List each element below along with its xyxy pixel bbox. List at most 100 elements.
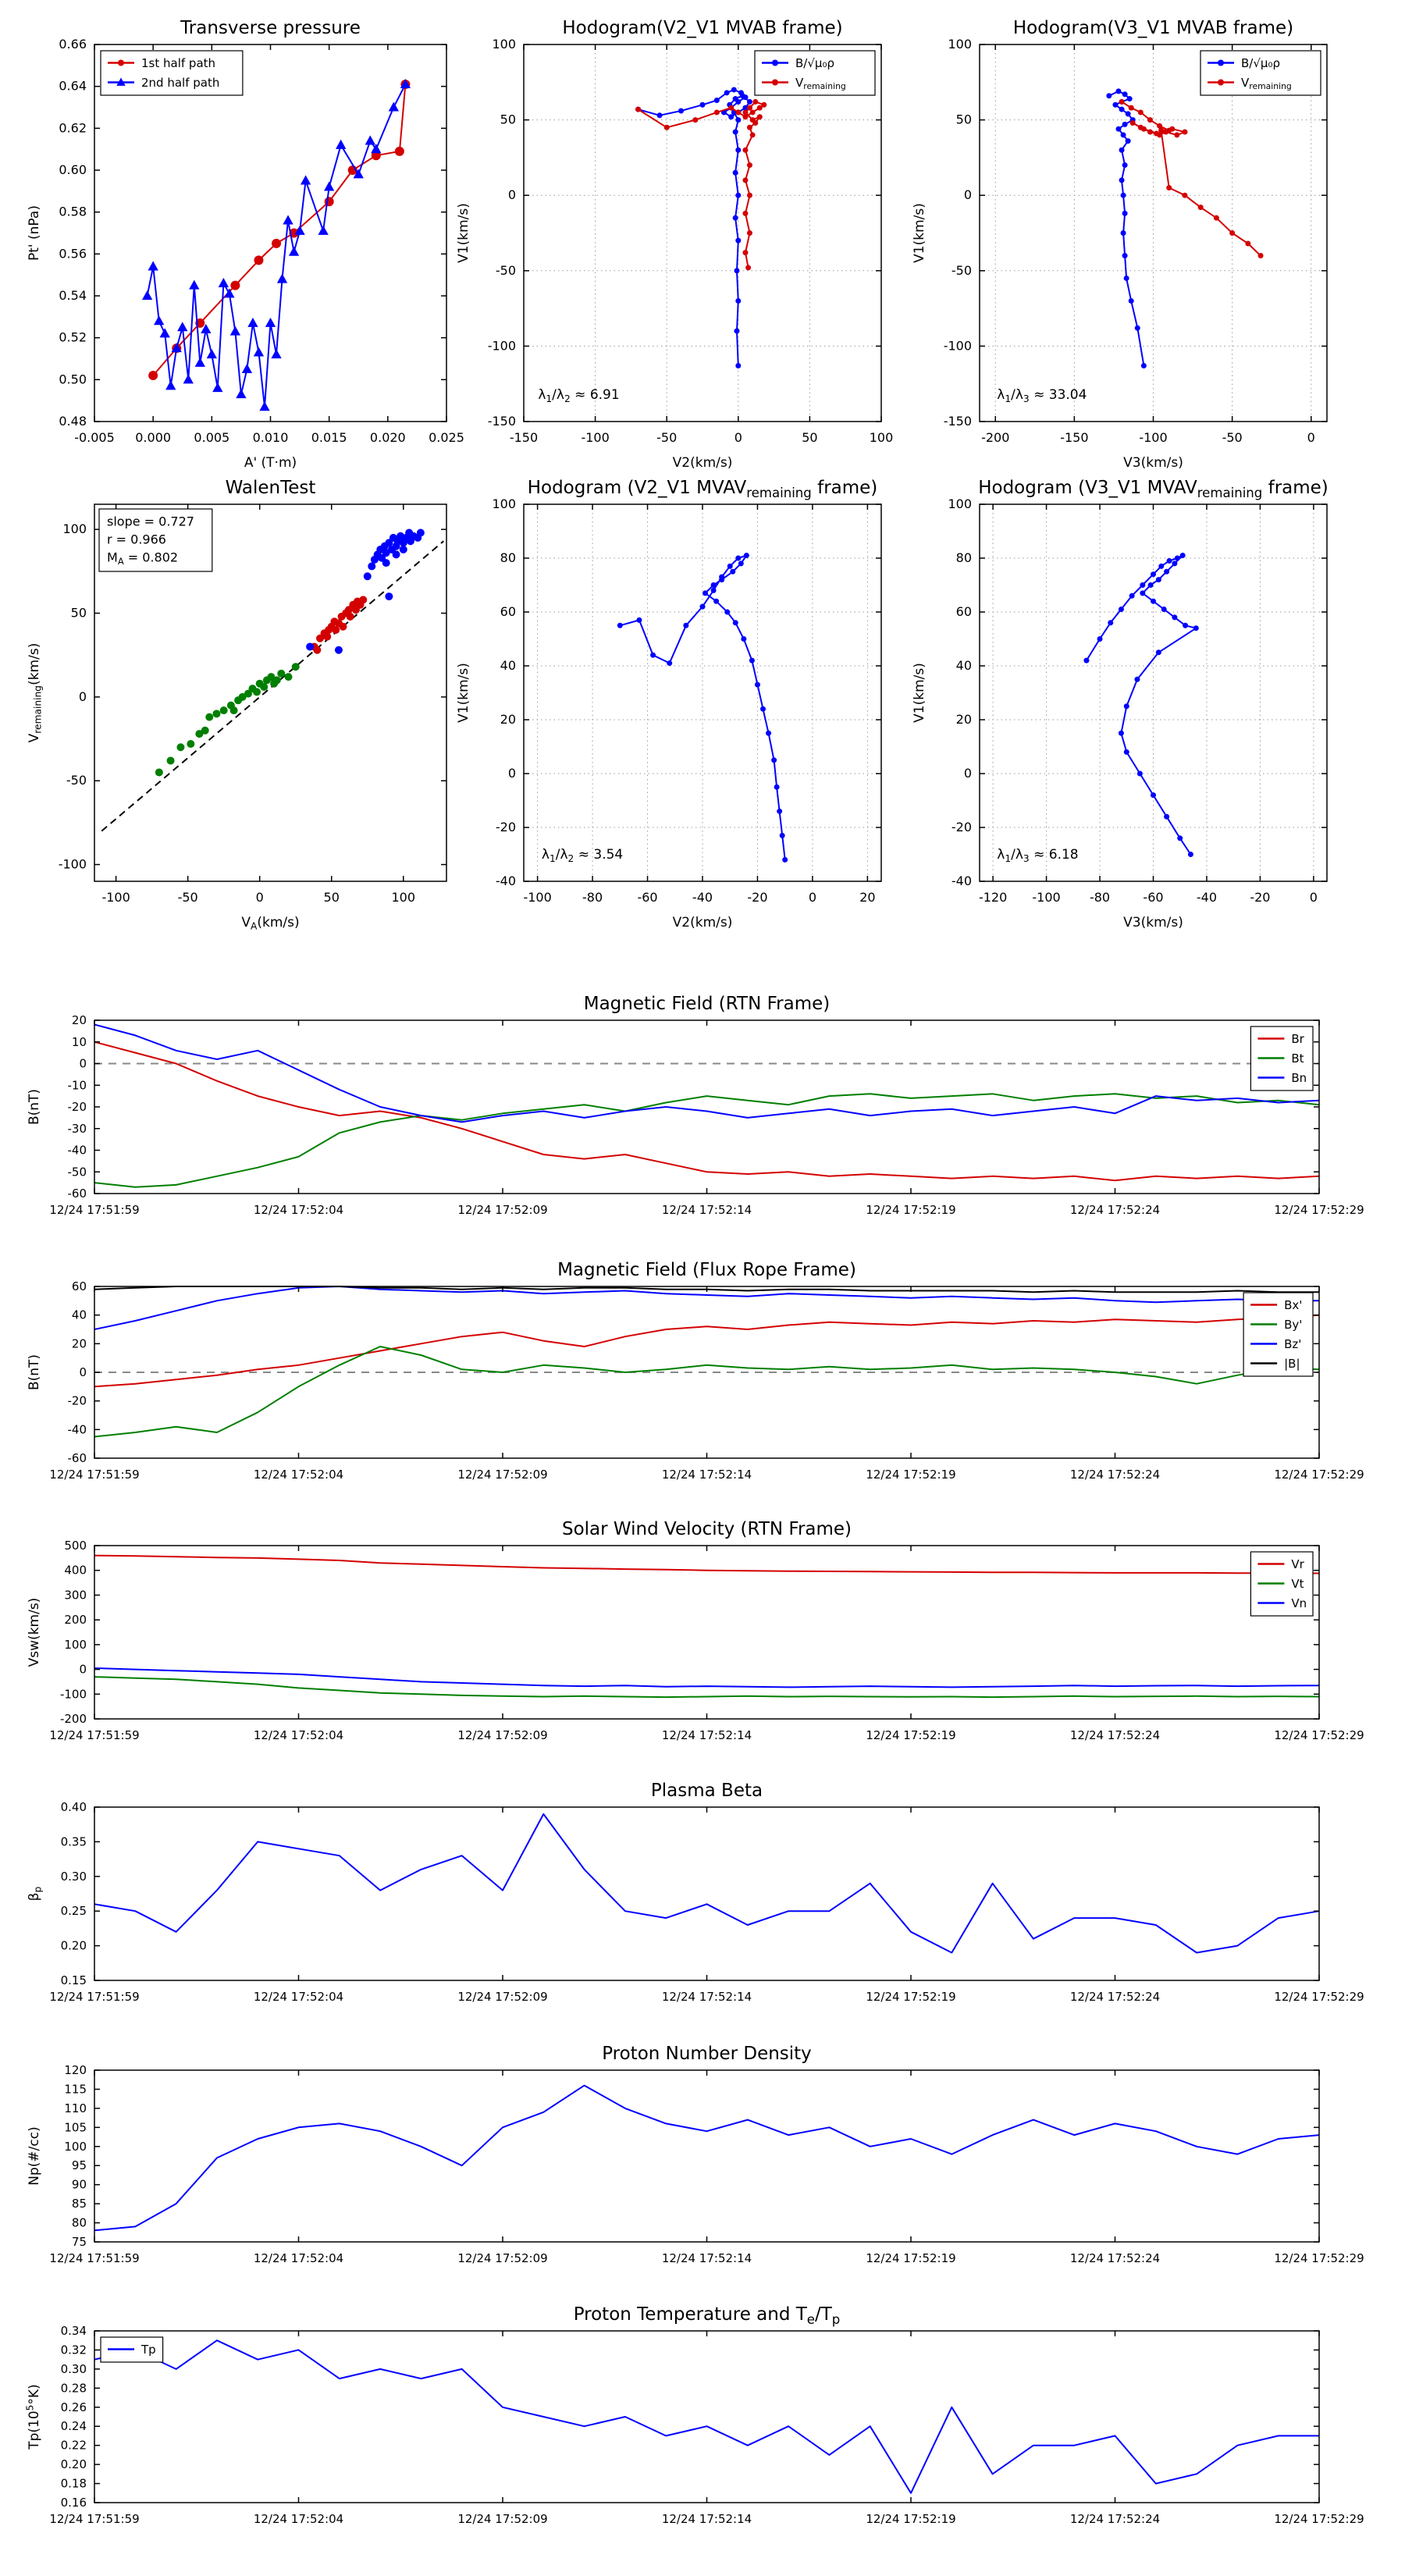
marker (1123, 749, 1129, 755)
marker (1125, 138, 1131, 144)
marker (1119, 106, 1125, 112)
marker (1157, 123, 1163, 129)
marker (749, 132, 756, 138)
marker (752, 119, 759, 126)
x-tick-label: -60 (637, 890, 657, 905)
y-tick-label: 0.50 (59, 372, 87, 386)
y-tick-label: 400 (64, 1564, 87, 1578)
marker (388, 101, 399, 112)
marker (730, 568, 736, 575)
walen-test-xlabel: VA(km/s) (241, 915, 299, 932)
y-tick-label: -100 (59, 857, 87, 872)
marker (371, 144, 382, 154)
marker (318, 225, 329, 235)
marker (1122, 210, 1128, 216)
y-tick-label: 80 (956, 550, 972, 565)
marker (1115, 126, 1122, 132)
marker (1197, 205, 1204, 211)
marker (1120, 192, 1126, 198)
marker (1134, 676, 1140, 682)
marker (1140, 126, 1147, 132)
marker (212, 382, 223, 393)
marker (735, 117, 742, 123)
y-tick-label: 40 (956, 658, 972, 673)
y-tick-label: 0.15 (61, 1973, 87, 1987)
x-tick-label: -200 (981, 430, 1009, 445)
legend-label-bt: Bt (1291, 1051, 1304, 1066)
marker (1097, 636, 1103, 642)
marker (416, 528, 425, 537)
x-tick-label: 12/24 17:52:09 (457, 1203, 547, 1217)
marker (195, 730, 204, 738)
chart-hodogram-v2v1-mvav: -100 -80 -60 -40 -20 0 20 -40 -20 0 20 40 60 80 100 Hod… (456, 478, 882, 930)
marker (224, 288, 235, 298)
y-tick-label: 0.48 (59, 414, 87, 429)
marker (1134, 325, 1140, 331)
x-tick-label: -0.005 (74, 430, 115, 445)
y-tick-label: -20 (496, 820, 516, 834)
y-tick-label: -150 (944, 414, 972, 429)
marker (756, 105, 763, 111)
series-v-remaining-hodogram (1083, 553, 1199, 857)
np-ylabel: Np(#/cc) (27, 2126, 42, 2185)
y-tick-label: 0.16 (61, 2496, 87, 2510)
legend-label-tp: Tp (140, 2343, 156, 2357)
marker (746, 192, 752, 198)
marker (323, 632, 332, 641)
marker (142, 290, 153, 301)
vsw-title: Solar Wind Velocity (RTN Frame) (562, 1519, 852, 1539)
marker (742, 250, 749, 256)
marker (1118, 730, 1124, 736)
plot-area (94, 2331, 1319, 2503)
marker (294, 225, 305, 235)
marker (1106, 93, 1112, 99)
marker (692, 117, 699, 123)
y-tick-label: 0.22 (61, 2439, 87, 2453)
y-tick-label: -10 (68, 1078, 87, 1092)
marker (702, 590, 709, 596)
marker (189, 279, 200, 290)
plot-area (94, 44, 446, 422)
marker (1169, 126, 1176, 132)
marker (742, 210, 749, 216)
marker (1166, 185, 1172, 191)
marker (1155, 577, 1161, 583)
marker (171, 343, 182, 353)
marker (272, 238, 282, 248)
marker (1158, 127, 1165, 133)
marker (732, 169, 738, 176)
plot-area (94, 1020, 1319, 1194)
legend-label-v-remaining: Vremaining (1241, 76, 1292, 91)
y-tick-label: 50 (956, 112, 972, 127)
hodogram-v3v1-mvab-ylabel: V1(km/s) (912, 203, 927, 263)
y-tick-label: 0.24 (61, 2419, 87, 2433)
x-tick-label: 12/24 17:52:04 (254, 1990, 343, 2004)
chart-hodogram-v2v1-mvab: -150 -100 -50 0 50 100 -150 -100 -50 0 50 100 Hodogr… (456, 18, 893, 471)
y-tick-label: 0 (508, 766, 516, 781)
marker (148, 261, 158, 271)
marker (212, 710, 221, 718)
legend-label-by: By' (1284, 1318, 1302, 1332)
hodogram-v2v1-mvav-annotation-0: λ1/λ2 ≈ 3.54 (542, 847, 623, 864)
series-1st-half-path (148, 79, 411, 380)
marker (336, 139, 347, 149)
marker (1129, 119, 1136, 126)
legend-label-v-remaining: Vremaining (795, 76, 846, 91)
x-tick-label: 50 (802, 430, 817, 445)
legend-box (100, 50, 244, 96)
series-by-prime (94, 1346, 1320, 1438)
marker (742, 105, 749, 111)
marker (385, 592, 393, 601)
y-tick-label: 100 (64, 1638, 87, 1652)
x-tick-label: 12/24 17:52:14 (662, 1728, 752, 1742)
y-tick-label: 100 (948, 37, 972, 52)
marker (165, 380, 176, 390)
marker (683, 622, 689, 628)
series-tp (94, 2339, 1319, 2494)
marker (254, 255, 264, 265)
y-tick-label: -100 (60, 1687, 87, 1701)
marker (745, 265, 752, 271)
marker (732, 215, 738, 221)
